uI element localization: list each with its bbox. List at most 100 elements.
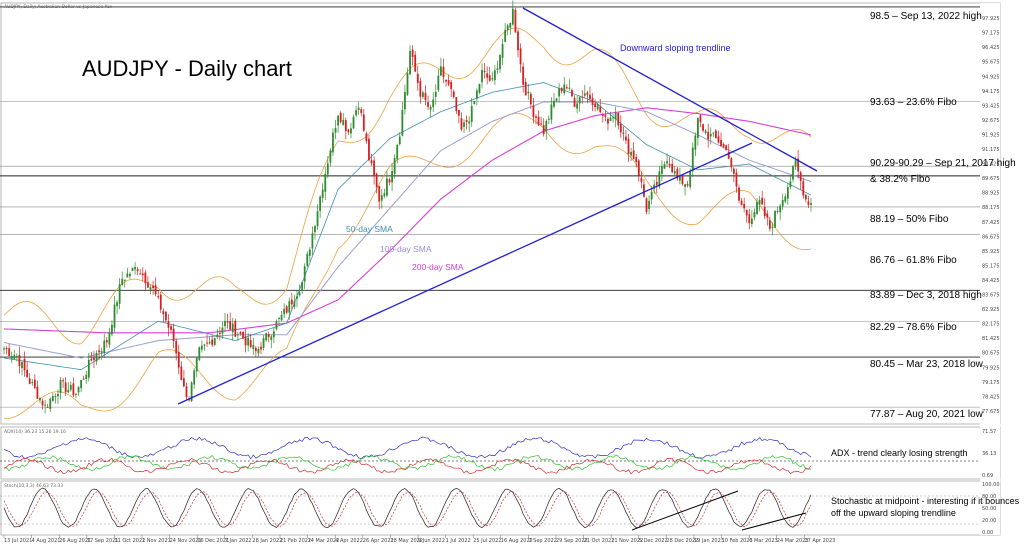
candle-body	[260, 346, 262, 350]
candle-body	[455, 97, 458, 112]
candle-body	[308, 249, 311, 256]
x-tick-label: 14 Mar 2022	[308, 538, 340, 544]
candle-body	[714, 130, 717, 139]
candle-body	[622, 132, 625, 134]
candle-body	[252, 344, 255, 350]
candle-body	[324, 173, 327, 192]
candle-body	[599, 106, 602, 113]
candle-body	[542, 125, 545, 135]
candle-body	[799, 172, 802, 182]
candle-body	[82, 378, 85, 380]
candle-body	[373, 160, 375, 177]
candle-body	[537, 116, 540, 126]
candle-body	[98, 350, 100, 353]
candle-body	[57, 393, 59, 397]
candle-body	[766, 213, 769, 218]
candle-body	[224, 320, 226, 327]
candle-body	[532, 105, 535, 118]
x-tick-label: 5 Dec 2022	[639, 538, 668, 544]
candle-body	[159, 294, 162, 310]
x-tick-label: 26 Aug 2021	[59, 538, 91, 544]
candle-body	[506, 25, 509, 31]
candle-body	[319, 196, 322, 211]
candle-body	[175, 340, 178, 354]
candle-body	[193, 370, 196, 385]
candle-body	[519, 48, 522, 65]
candle-body	[792, 166, 794, 180]
bollinger-lower	[3, 112, 812, 419]
downtrend-label: Downward sloping trendline	[620, 43, 731, 53]
candle-body	[8, 348, 11, 356]
candle-body	[33, 379, 36, 388]
x-tick-label: 25 Jul 2022	[473, 538, 501, 544]
candle-body	[141, 273, 144, 276]
candle-body	[288, 301, 291, 313]
candle-body	[5, 348, 8, 350]
candle-body	[750, 218, 753, 224]
candle-body	[712, 132, 715, 134]
adx-tick-label: 0.69	[982, 473, 993, 479]
candle-body	[740, 200, 743, 205]
candle-body	[131, 267, 134, 271]
candle-body	[321, 189, 324, 198]
candle-body	[152, 285, 154, 289]
candle-body	[697, 117, 699, 138]
candle-body	[529, 93, 532, 105]
x-tick-label: 4 Apr 2022	[335, 538, 363, 544]
candle-body	[432, 99, 435, 108]
candle-body	[213, 338, 216, 345]
x-tick-label: 17 Apr 2023	[804, 538, 835, 544]
y-tick-label: 91.175	[982, 147, 1000, 153]
candle-body	[80, 379, 82, 389]
candle-body	[457, 109, 460, 116]
candle-body	[188, 399, 190, 401]
level-label-86-76: 86.76 – 61.8% Fibo	[870, 255, 957, 266]
candle-body	[475, 90, 478, 99]
stoch-header: Stoch(10,3,3) 46.63 73.33	[4, 483, 63, 489]
candle-body	[105, 340, 108, 343]
candle-body	[617, 113, 620, 126]
candle-body	[717, 136, 720, 143]
candle-body	[499, 54, 501, 70]
candle-body	[452, 91, 455, 98]
candle-body	[190, 382, 193, 402]
candle-body	[262, 338, 265, 348]
candle-body	[18, 355, 21, 367]
candle-body	[236, 334, 239, 336]
stoch-tick-label: 20.00	[982, 518, 996, 524]
candle-body	[157, 296, 160, 298]
candle-body	[465, 120, 468, 123]
adx-tick-label: 71.57	[982, 429, 996, 435]
candle-body	[62, 380, 65, 382]
x-tick-label: 26 Apr 2022	[363, 538, 394, 544]
candle-body	[807, 201, 810, 205]
candle-body	[144, 272, 147, 284]
candle-body	[658, 171, 661, 187]
plus-di-line	[3, 454, 812, 472]
sma200-line	[3, 107, 812, 334]
candle-body	[344, 120, 347, 132]
candle-body	[589, 94, 591, 100]
y-tick-label: 97.925	[982, 16, 1000, 22]
stoch-k-line	[3, 487, 812, 529]
candle-body	[784, 196, 787, 202]
candle-body	[514, 9, 517, 33]
candle-body	[239, 332, 242, 334]
candle-body	[391, 171, 393, 183]
candle-body	[702, 124, 704, 131]
candle-body	[36, 386, 39, 399]
y-tick-label: 85.925	[982, 249, 1000, 255]
candle-body	[735, 172, 738, 187]
candle-body	[409, 51, 411, 75]
candle-body	[504, 29, 507, 42]
candle-body	[347, 129, 350, 133]
candle-body	[311, 233, 314, 249]
candle-body	[108, 331, 111, 345]
downward-trendline	[522, 7, 818, 172]
candle-body	[242, 332, 244, 339]
y-tick-label: 96.425	[982, 45, 1000, 51]
candle-body	[75, 393, 77, 395]
candle-body	[460, 118, 463, 130]
candle-body	[591, 97, 594, 106]
symbol-header: AUDJPY, Daily: Australian Dollar vs Japa…	[4, 4, 113, 10]
